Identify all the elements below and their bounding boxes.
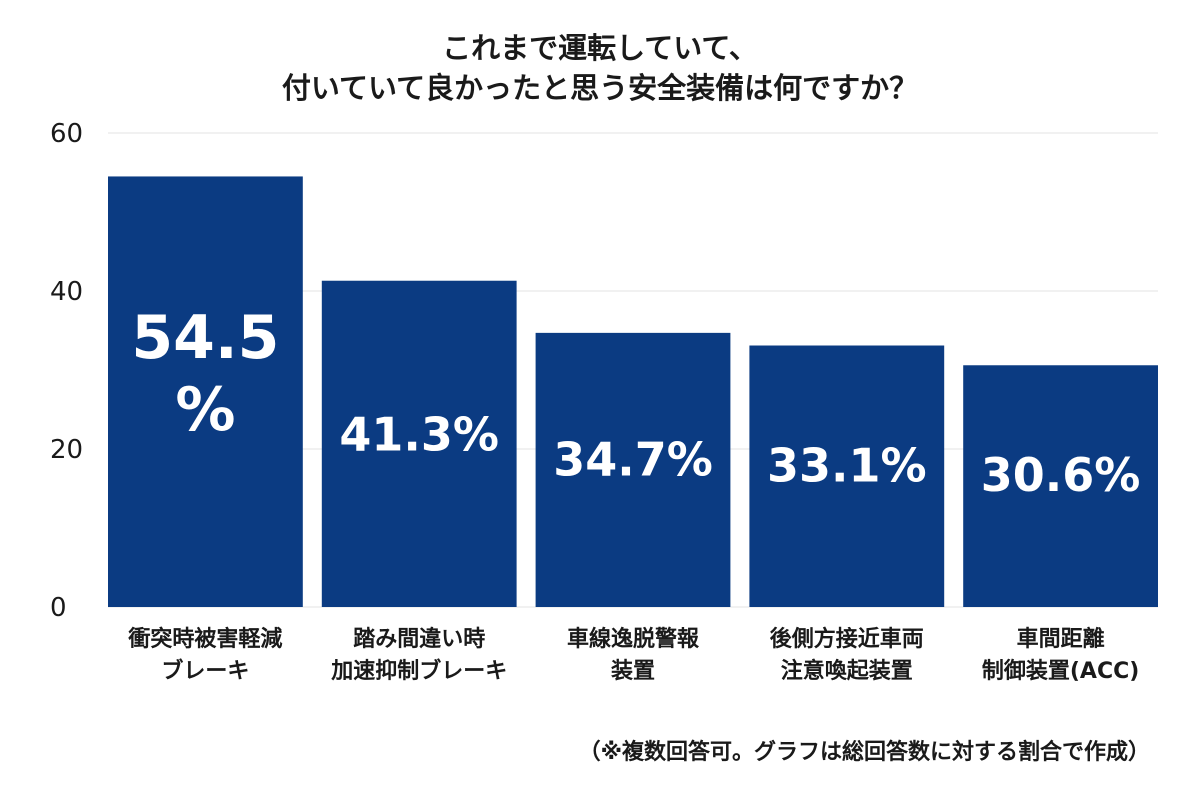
bar [108,176,303,607]
bar [963,365,1158,607]
chart-title-line-1: これまで運転していて、 [442,31,758,65]
chart-title: これまで運転していて、 付いていて良かったと思う安全装備は何ですか？ [0,28,1200,108]
footnote: （※複数回答可。グラフは総回答数に対する割合で作成） [578,740,1150,765]
y-tick-label: 60 [50,119,83,149]
x-category-label: 制御装置(ACC) [982,658,1139,684]
bar-value-label: 34.7% [553,432,713,486]
bar-value-labels: 54.5% 41.3% 34.7% 33.1% 30.6% [131,303,1140,502]
x-category-label: 踏み間違い時 [353,626,485,652]
x-category-label: 衝突時被害軽減 [127,626,282,652]
y-tick-label: 0 [50,593,67,623]
chart-title-line-2: 付いていて良かったと思う安全装備は何ですか？ [281,71,919,105]
x-category-label: 車線逸脱警報 [567,626,700,652]
bars [108,176,1158,607]
bar-value-label: 41.3% [339,407,499,461]
x-category-label: 車間距離 [1017,626,1105,652]
bar [749,345,945,607]
y-tick-label: 40 [50,277,83,307]
x-category-label: 加速抑制ブレーキ [330,658,507,684]
x-category-label: 後側方接近車両 [770,626,924,652]
bar-value-label: 33.1% [767,438,927,492]
bar-value-label: 54.5 [131,303,279,373]
bar-value-label-unit: % [175,375,235,445]
x-category-label: ブレーキ [161,658,249,684]
bar [321,280,517,607]
x-category-label: 装置 [611,659,655,684]
y-axis-ticks: 0 20 40 60 [50,119,83,623]
x-category-label: 注意喚起装置 [781,658,913,684]
bar [535,332,731,607]
y-tick-label: 20 [50,435,83,465]
bar-value-label: 30.6% [981,448,1141,502]
